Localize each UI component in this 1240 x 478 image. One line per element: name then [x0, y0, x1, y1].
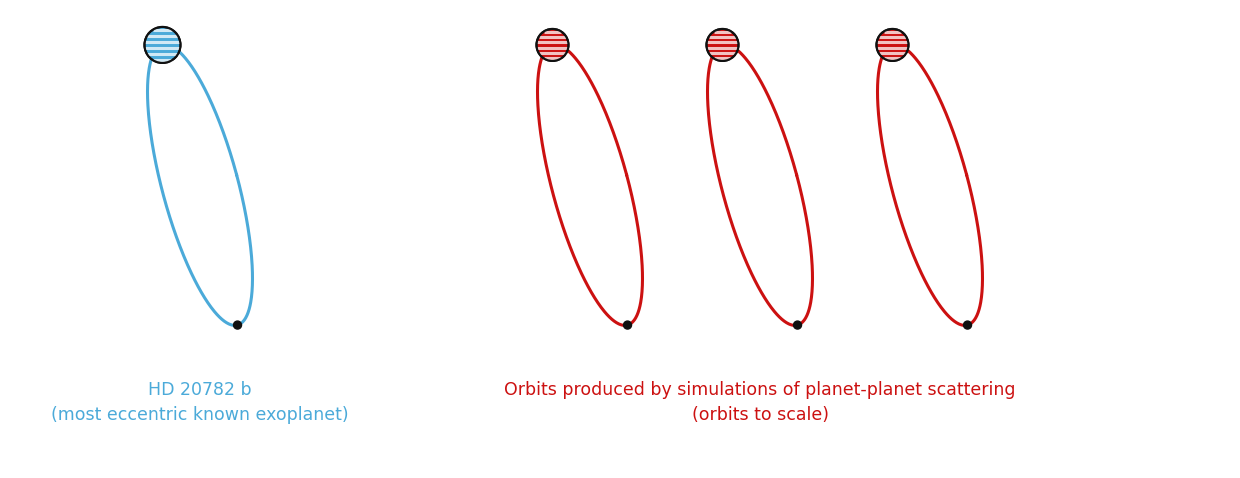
Circle shape — [707, 29, 739, 61]
Circle shape — [233, 321, 242, 329]
Circle shape — [145, 27, 181, 63]
Circle shape — [794, 321, 801, 329]
Text: HD 20782 b: HD 20782 b — [149, 381, 252, 399]
Circle shape — [624, 321, 631, 329]
Text: (orbits to scale): (orbits to scale) — [692, 406, 828, 424]
Circle shape — [963, 321, 971, 329]
Text: (most eccentric known exoplanet): (most eccentric known exoplanet) — [51, 406, 348, 424]
Text: Orbits produced by simulations of planet-planet scattering: Orbits produced by simulations of planet… — [505, 381, 1016, 399]
Circle shape — [877, 29, 909, 61]
Circle shape — [537, 29, 568, 61]
